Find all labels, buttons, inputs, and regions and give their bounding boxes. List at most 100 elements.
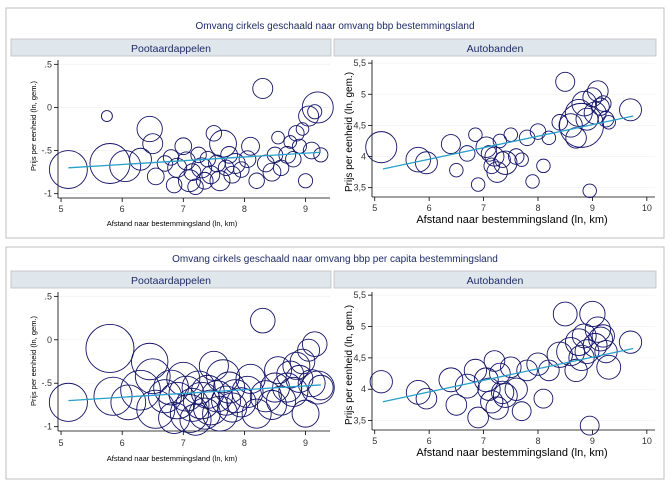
- bubble-point: [187, 178, 204, 195]
- x-tick-label: 7: [181, 438, 186, 448]
- bubble-point: [480, 145, 498, 162]
- panel-title-top-left: Pootaardappelen: [131, 43, 211, 55]
- bubble-point: [165, 176, 183, 194]
- bubble-point: [591, 324, 615, 348]
- bubble-point: [136, 115, 163, 143]
- bubble-point: [564, 358, 588, 383]
- bubble-point: [250, 307, 276, 334]
- bubble-point: [241, 136, 260, 156]
- bubble-point: [297, 338, 321, 362]
- bubble-point: [574, 339, 600, 364]
- y-tick-label: -1: [44, 422, 52, 432]
- fit-line: [68, 384, 321, 402]
- bubble-point: [494, 151, 511, 168]
- bubble-point: [405, 146, 432, 173]
- bubble-point: [470, 177, 486, 192]
- bubble-point: [262, 162, 282, 182]
- bubble-point: [248, 172, 265, 189]
- bubble-point: [205, 125, 223, 142]
- bubble-point: [526, 352, 550, 376]
- bubble-point: [266, 385, 297, 416]
- y-tick-label: 4: [361, 152, 366, 162]
- bubble-point: [365, 131, 398, 164]
- bubble-point: [525, 174, 540, 189]
- bubble-point: [162, 149, 180, 166]
- bubble-point: [167, 157, 188, 178]
- bubble-point: [134, 358, 171, 395]
- y-tick-label: 0: [47, 335, 52, 345]
- bubble-point: [490, 380, 515, 404]
- panel-header-top-left: [10, 38, 332, 57]
- bubble-point: [298, 173, 314, 189]
- y-tick-label: 5,5: [353, 58, 366, 68]
- bubble-point: [211, 385, 242, 416]
- x-tick-label: 6: [120, 438, 125, 448]
- bubble-point: [483, 350, 506, 372]
- bubble-point: [198, 350, 229, 381]
- x-tick-label: 5: [372, 436, 377, 446]
- x-tick-label: 6: [120, 204, 125, 214]
- bubble-point: [297, 369, 326, 398]
- bubble-point: [48, 382, 88, 422]
- x-tick-label: 8: [535, 203, 540, 213]
- y-axis-label-bottom-left: Prijs per eenheid (ln, gem.): [29, 315, 38, 406]
- bubble-point: [146, 167, 165, 186]
- group-frame-top: [5, 7, 665, 239]
- y-axis-label-bottom-right: Prijs per eenheid (ln, gem.): [344, 305, 355, 425]
- y-tick-label: .5: [44, 291, 52, 301]
- group-title-bottom: Omvang cirkels geschaald naar omvang bbp…: [172, 254, 498, 265]
- bubble-point: [499, 356, 522, 379]
- fit-line: [68, 151, 321, 169]
- bubble-point: [109, 150, 142, 183]
- bubble-point: [588, 326, 613, 352]
- x-tick-label: 5: [59, 438, 64, 448]
- panel-header-top-right: [333, 38, 657, 57]
- bubble-point: [130, 342, 169, 381]
- bubble-point: [369, 370, 393, 394]
- bubble-point: [223, 165, 242, 184]
- bubble-point: [295, 122, 310, 136]
- bubble-point: [595, 95, 612, 112]
- bubble-point: [271, 130, 285, 145]
- bubble-point: [282, 351, 311, 380]
- x-axis-label-top-right: Afstand naar bestemmingsland (ln, km): [416, 214, 607, 226]
- bubble-point: [511, 401, 532, 422]
- group-title-top: Omvang cirkels geschaald naar omvang bbp…: [195, 21, 474, 32]
- bubble-point: [582, 87, 603, 108]
- bubble-point: [415, 387, 438, 410]
- bubble-point: [440, 134, 461, 155]
- panel-title-bottom-left: Pootaardappelen: [131, 275, 211, 287]
- bubble-point: [220, 146, 238, 164]
- x-tick-label: 10: [642, 203, 652, 213]
- y-tick-label: 4,5: [353, 353, 366, 363]
- y-tick-label: 0: [47, 102, 52, 112]
- group-frame-bottom: [5, 246, 665, 480]
- bubble-point: [301, 331, 328, 357]
- bubble-point: [209, 170, 231, 192]
- bubble-point: [552, 301, 578, 327]
- fit-line: [382, 347, 634, 403]
- bubble-point: [492, 383, 518, 408]
- y-tick-label: 5: [361, 89, 366, 99]
- y-tick-label: -.5: [41, 378, 52, 388]
- bubble-point: [278, 376, 309, 407]
- bubble-point: [209, 129, 237, 158]
- x-tick-label: 9: [303, 438, 308, 448]
- y-tick-label: 3,5: [353, 183, 366, 193]
- x-tick-label: 6: [427, 436, 432, 446]
- bubble-point: [285, 364, 314, 393]
- bubble-point: [582, 332, 608, 358]
- y-tick-label: 5: [361, 322, 366, 332]
- chart-top-left: .5 0 -.5 -1 5 6 7 8 9: [41, 59, 334, 214]
- x-tick-label: 9: [303, 204, 308, 214]
- bubble-point: [120, 369, 161, 411]
- bubble-point: [48, 150, 88, 189]
- y-tick-label: .5: [44, 59, 52, 69]
- bubble-point: [565, 328, 593, 356]
- bubble-point: [213, 371, 246, 404]
- bubble-point: [226, 387, 257, 418]
- bubble-point: [468, 127, 483, 142]
- x-tick-label: 7: [481, 436, 486, 446]
- bubble-point: [156, 155, 174, 172]
